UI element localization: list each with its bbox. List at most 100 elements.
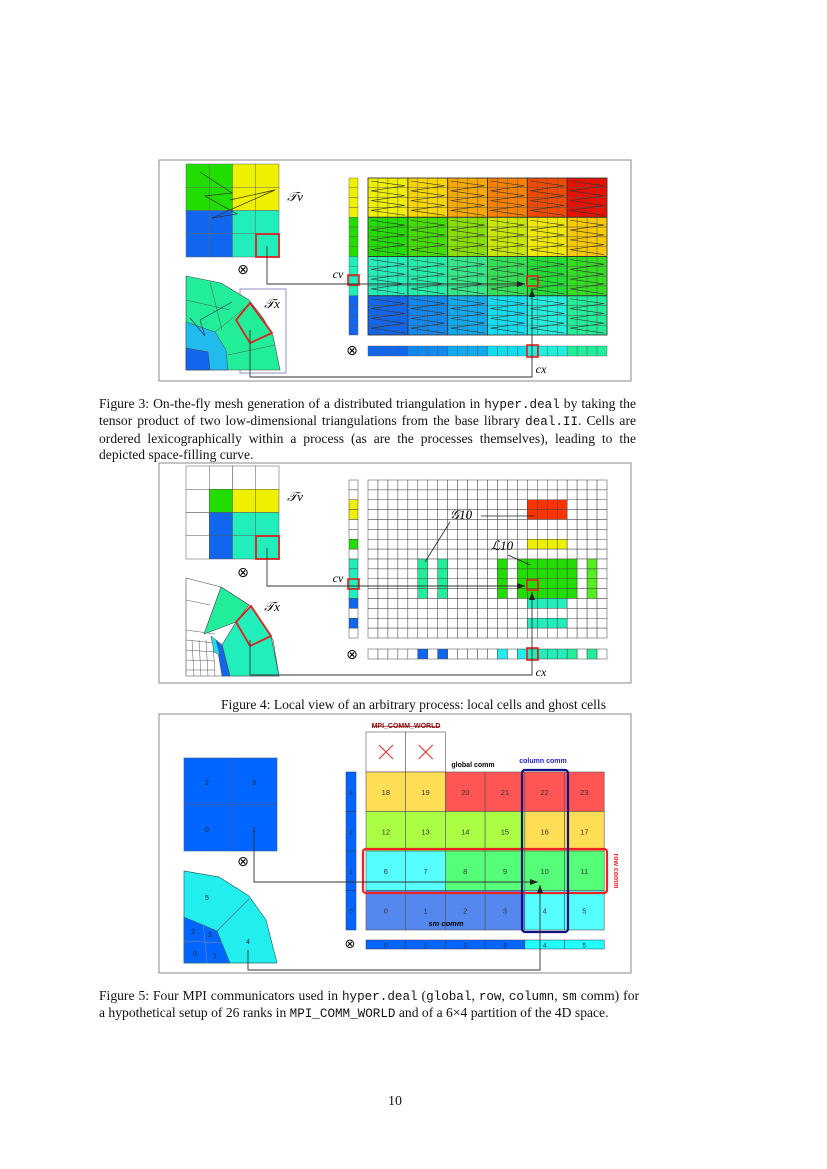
tv-rank-cell <box>230 757 278 805</box>
space-filling-curve <box>370 219 405 255</box>
tv-cell <box>209 163 233 188</box>
cell <box>586 548 598 560</box>
space-filling-curve <box>450 259 485 295</box>
arrow-head-icon <box>529 289 535 297</box>
rank-label: 13 <box>421 827 429 836</box>
cell <box>367 275 379 287</box>
tv-cell <box>255 187 280 211</box>
cx-bar-cell <box>407 648 419 660</box>
cell <box>487 627 498 639</box>
cell <box>387 236 399 247</box>
cell <box>467 568 478 579</box>
cell <box>427 295 438 306</box>
caption-segment: ( <box>417 988 427 1003</box>
cell <box>467 627 478 639</box>
cell <box>497 588 508 599</box>
cell <box>586 588 598 599</box>
cell <box>527 266 538 277</box>
tv-cell <box>185 465 210 490</box>
cell <box>547 236 558 247</box>
cell <box>417 509 428 520</box>
cell <box>507 519 518 530</box>
cell <box>586 177 598 189</box>
cell <box>527 539 538 550</box>
cell <box>556 519 568 530</box>
cell <box>517 539 528 550</box>
tv-rank-label: 3 <box>252 780 256 787</box>
rank-cell <box>405 771 446 812</box>
cell <box>596 324 608 336</box>
cell <box>497 618 508 629</box>
cell <box>427 236 438 247</box>
tensor-product-icon: ⊗ <box>346 342 358 358</box>
arrow-head-icon <box>517 281 525 287</box>
caption-segment: and of a 6×4 partition of the 4D space. <box>395 1005 609 1021</box>
selected-cell-highlight <box>255 535 280 560</box>
cell <box>387 548 399 560</box>
cell <box>447 627 458 639</box>
cell <box>586 285 598 296</box>
cell <box>566 285 578 296</box>
cx-bar-cell <box>507 345 518 357</box>
space-filling-curve <box>570 219 605 255</box>
cv-bar-cell <box>348 509 359 520</box>
cell <box>537 539 548 550</box>
cell <box>407 598 419 609</box>
cell <box>586 226 598 238</box>
x-bar-label: 0 <box>384 943 388 950</box>
cell <box>397 588 409 599</box>
cell <box>586 499 598 510</box>
cx-bar-cell <box>586 345 598 357</box>
row-comm-label: row comm <box>612 853 619 888</box>
cell <box>387 177 399 189</box>
cell <box>407 608 419 619</box>
cell <box>407 266 418 277</box>
cell <box>457 598 468 609</box>
tv-cell <box>232 489 256 513</box>
cx-bar-cell <box>367 648 379 660</box>
cell <box>417 618 428 629</box>
caption-segment: column <box>508 990 555 1004</box>
cell <box>447 315 458 326</box>
cell <box>556 608 568 619</box>
cell <box>537 479 548 491</box>
cell <box>596 207 608 218</box>
arrow-head-icon <box>530 879 538 885</box>
space-filling-curve <box>410 180 445 216</box>
cell <box>437 548 448 560</box>
cell <box>427 558 438 570</box>
cell <box>387 197 399 208</box>
cell <box>487 295 498 306</box>
cell <box>557 324 568 336</box>
cell <box>457 548 468 560</box>
cell <box>377 499 389 510</box>
cell <box>586 509 598 520</box>
mesh-line <box>185 639 216 644</box>
cell <box>477 489 488 500</box>
caption-segment: row <box>478 990 502 1004</box>
cell <box>586 324 598 336</box>
cv-bar-cell <box>348 608 359 619</box>
row-comm-highlight <box>361 847 609 895</box>
cell <box>566 499 578 510</box>
rank-label: 11 <box>580 867 588 876</box>
cell <box>517 285 528 296</box>
rank-cell <box>484 811 526 852</box>
cell <box>457 618 468 629</box>
cell <box>457 479 468 491</box>
arrow-head-icon <box>517 583 525 589</box>
cell <box>367 256 379 267</box>
cell <box>467 578 478 589</box>
cell <box>447 324 458 336</box>
cell <box>537 618 548 629</box>
cell <box>547 207 558 218</box>
cell <box>397 568 409 579</box>
cell <box>537 627 548 639</box>
cell <box>547 499 558 510</box>
cell <box>407 529 419 540</box>
cell <box>487 608 498 619</box>
cell <box>427 489 438 500</box>
cell <box>507 618 518 629</box>
tv-cell <box>185 187 210 211</box>
